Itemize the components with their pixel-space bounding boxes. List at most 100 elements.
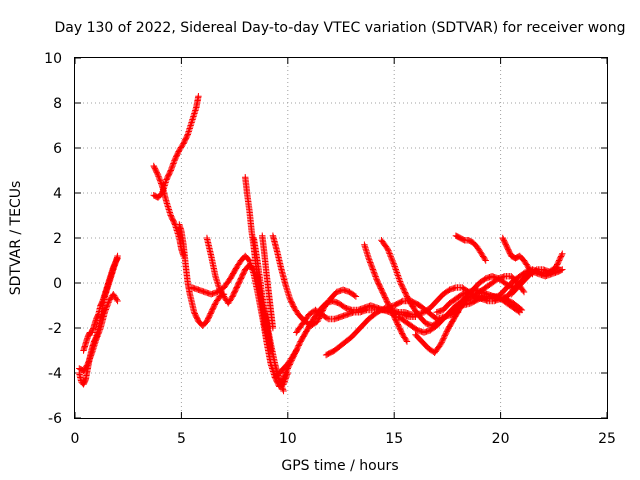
- data-point: [387, 253, 394, 260]
- data-point: [367, 259, 374, 266]
- data-point: [155, 173, 162, 180]
- data-point: [296, 341, 303, 348]
- data-point: [439, 337, 446, 345]
- data-point: [381, 305, 388, 312]
- data-point: [179, 141, 186, 149]
- data-point: [557, 253, 565, 260]
- series-arc18: [378, 237, 462, 329]
- data-point: [156, 177, 164, 184]
- x-tick-label: 15: [385, 431, 403, 447]
- data-point: [396, 276, 403, 284]
- data-point: [113, 256, 121, 263]
- data-point: [394, 270, 401, 278]
- data-point: [282, 369, 290, 376]
- data-point: [532, 267, 539, 274]
- data-point: [558, 266, 565, 274]
- data-point: [388, 254, 395, 262]
- data-point: [102, 307, 109, 315]
- data-point: [87, 352, 95, 359]
- data-point: [170, 158, 178, 166]
- series-arc20: [412, 273, 528, 356]
- data-point: [155, 174, 163, 182]
- data-point: [554, 261, 561, 268]
- y-tick-label: -6: [48, 411, 62, 427]
- data-point: [157, 178, 164, 186]
- data-point: [315, 316, 322, 324]
- data-point: [385, 247, 392, 254]
- data-point: [402, 336, 410, 344]
- data-point: [168, 165, 175, 173]
- data-point: [211, 301, 219, 308]
- data-point: [351, 292, 358, 299]
- data-point: [367, 260, 374, 268]
- data-point: [83, 362, 91, 369]
- y-axis-label: SDTVAR / TECUs: [8, 181, 24, 296]
- data-point: [156, 176, 163, 183]
- data-point: [171, 220, 178, 227]
- data-point: [401, 289, 409, 296]
- data-point: [402, 290, 409, 297]
- data-point: [158, 181, 165, 189]
- data-point: [169, 163, 176, 170]
- data-point: [368, 262, 375, 269]
- data-point: [398, 281, 405, 288]
- data-point: [366, 257, 373, 265]
- data-point: [559, 266, 566, 273]
- x-axis-label: GPS time / hours: [281, 458, 398, 474]
- data-point: [278, 377, 286, 384]
- data-point: [389, 258, 397, 266]
- series-arc3: [76, 291, 121, 374]
- data-point: [94, 331, 102, 339]
- plot-frame: [74, 57, 608, 419]
- data-point: [103, 304, 110, 312]
- data-point: [102, 306, 110, 313]
- axis-ticks: 0 5 10 15 20 25 -6 -4 -2 0 2 4 6 8 10: [44, 51, 616, 447]
- data-point: [369, 266, 377, 273]
- data-point: [95, 330, 102, 337]
- data-point: [396, 278, 404, 285]
- y-tick-label: 0: [53, 276, 62, 292]
- data-point: [440, 335, 447, 342]
- data-point: [154, 170, 161, 177]
- data-point: [559, 250, 566, 257]
- data-point: [438, 339, 445, 346]
- data-point: [282, 370, 289, 378]
- data-point: [279, 384, 286, 392]
- data-point: [553, 262, 560, 270]
- data-point: [398, 298, 405, 305]
- data-point: [555, 257, 563, 264]
- data-point: [439, 336, 447, 343]
- data-point: [114, 255, 121, 262]
- data-point: [395, 275, 403, 282]
- data-point: [314, 318, 321, 325]
- data-point: [369, 264, 376, 272]
- data-point: [175, 148, 182, 155]
- x-tick-label: 25: [598, 431, 616, 447]
- grid: [75, 58, 607, 418]
- series-arc23: [452, 232, 489, 264]
- data-point: [267, 347, 274, 354]
- data-point: [87, 353, 94, 361]
- data-point: [166, 168, 174, 175]
- y-tick-label: -4: [48, 366, 62, 382]
- data-point: [195, 93, 202, 100]
- data-point: [519, 287, 527, 294]
- data-point: [169, 161, 177, 169]
- data-point: [278, 383, 286, 390]
- data-point: [400, 286, 407, 293]
- data-point: [437, 340, 445, 347]
- series-arc25: [508, 250, 566, 298]
- data-point: [442, 329, 450, 337]
- data-point: [391, 261, 398, 269]
- data-point: [85, 359, 92, 366]
- data-point: [365, 255, 372, 262]
- series-arc11: [259, 232, 277, 332]
- y-tick-label: 8: [53, 96, 62, 112]
- data-point: [103, 303, 111, 310]
- chart-title: Day 130 of 2022, Sidereal Day-to-day VTE…: [55, 20, 626, 36]
- data-point: [384, 246, 392, 253]
- data-point: [373, 276, 380, 283]
- data-point: [279, 386, 287, 393]
- data-point: [391, 263, 398, 270]
